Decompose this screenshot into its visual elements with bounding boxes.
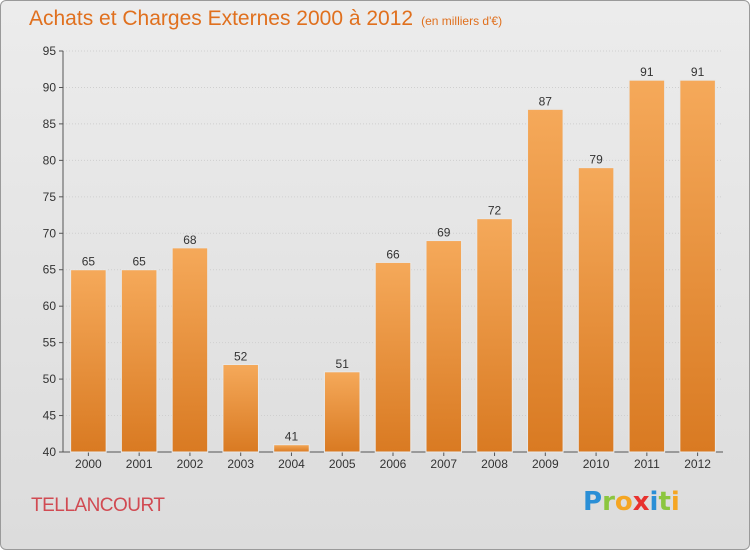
bar-2011 — [628, 79, 666, 453]
data-label: 65 — [82, 255, 96, 269]
x-tick-label: 2007 — [430, 457, 457, 471]
data-label: 68 — [183, 233, 197, 247]
data-label: 91 — [691, 65, 705, 79]
bar-2001 — [120, 269, 158, 453]
bar-chart: 40 45 50 55 60 65 70 75 80 85 90 95 65 2000 65 2001 68 2… — [43, 44, 723, 471]
bar-2009 — [527, 108, 564, 453]
y-tick-label: 70 — [43, 226, 57, 240]
data-label: 66 — [386, 247, 400, 261]
x-tick-label: 2006 — [380, 457, 407, 471]
y-tick-label: 90 — [43, 80, 57, 94]
title-text: Achats et Charges Externes 2000 à 2012 — [29, 7, 414, 30]
bar-2012 — [679, 79, 716, 453]
logo-letter: r — [602, 487, 615, 517]
chart-title: Achats et Charges Externes 2000 à 2012 (e… — [29, 7, 502, 31]
x-tick-label: 2005 — [329, 457, 356, 471]
y-tick-label: 50 — [43, 372, 57, 386]
x-tick-label: 2004 — [278, 457, 305, 471]
proxiti-logo: Proxiti — [583, 487, 680, 517]
x-tick-label: 2001 — [126, 457, 153, 471]
y-tick-label: 65 — [43, 263, 57, 277]
logo-letter: i — [670, 487, 680, 517]
data-label: 91 — [640, 65, 654, 79]
bar-2003 — [222, 364, 259, 453]
y-tick-label: 85 — [43, 117, 57, 131]
bar-2007 — [425, 240, 463, 453]
city-name: TELLANCOURT — [31, 495, 165, 516]
bar-2008 — [476, 218, 513, 453]
x-tick-label: 2000 — [75, 457, 102, 471]
y-tick-label: 60 — [43, 299, 57, 313]
data-label: 65 — [132, 255, 146, 269]
x-tick-label: 2011 — [634, 457, 660, 471]
bar-layer — [70, 79, 716, 453]
x-tick-label: 2008 — [481, 457, 508, 471]
x-tick-label: 2002 — [177, 457, 204, 471]
bar-2010 — [577, 167, 615, 453]
x-tick-label: 2012 — [684, 457, 711, 471]
x-tick-label: 2010 — [583, 457, 610, 471]
unit-text: (en milliers d'€) — [421, 14, 503, 28]
logo-letter: i — [649, 487, 659, 517]
y-tick-label: 80 — [43, 153, 57, 167]
bar-2002 — [171, 247, 209, 453]
bar-2005 — [323, 371, 361, 453]
label-layer: 65 2000 65 2001 68 2002 52 2003 41 2004 51 2005 66 20… — [75, 65, 711, 471]
data-label: 51 — [336, 357, 350, 371]
logo-letter: t — [658, 487, 671, 517]
bar-2000 — [70, 269, 107, 453]
logo-letter: o — [614, 487, 633, 517]
data-label: 52 — [234, 350, 248, 364]
logo-letter: P — [583, 487, 603, 517]
bar-2006 — [374, 261, 412, 453]
data-label: 79 — [589, 153, 603, 167]
data-label: 41 — [285, 430, 299, 444]
y-tick-label: 45 — [43, 409, 57, 423]
y-tick-label: 75 — [43, 190, 57, 204]
y-tick-label: 40 — [43, 445, 57, 459]
bar-2004 — [273, 444, 310, 453]
data-label: 72 — [488, 204, 502, 218]
data-label: 87 — [539, 94, 553, 108]
x-tick-label: 2009 — [532, 457, 559, 471]
y-tick-label: 55 — [43, 336, 57, 350]
x-tick-label: 2003 — [227, 457, 254, 471]
logo-letter: x — [632, 487, 650, 517]
y-tick-label: 95 — [43, 44, 57, 58]
data-label: 69 — [437, 226, 451, 240]
